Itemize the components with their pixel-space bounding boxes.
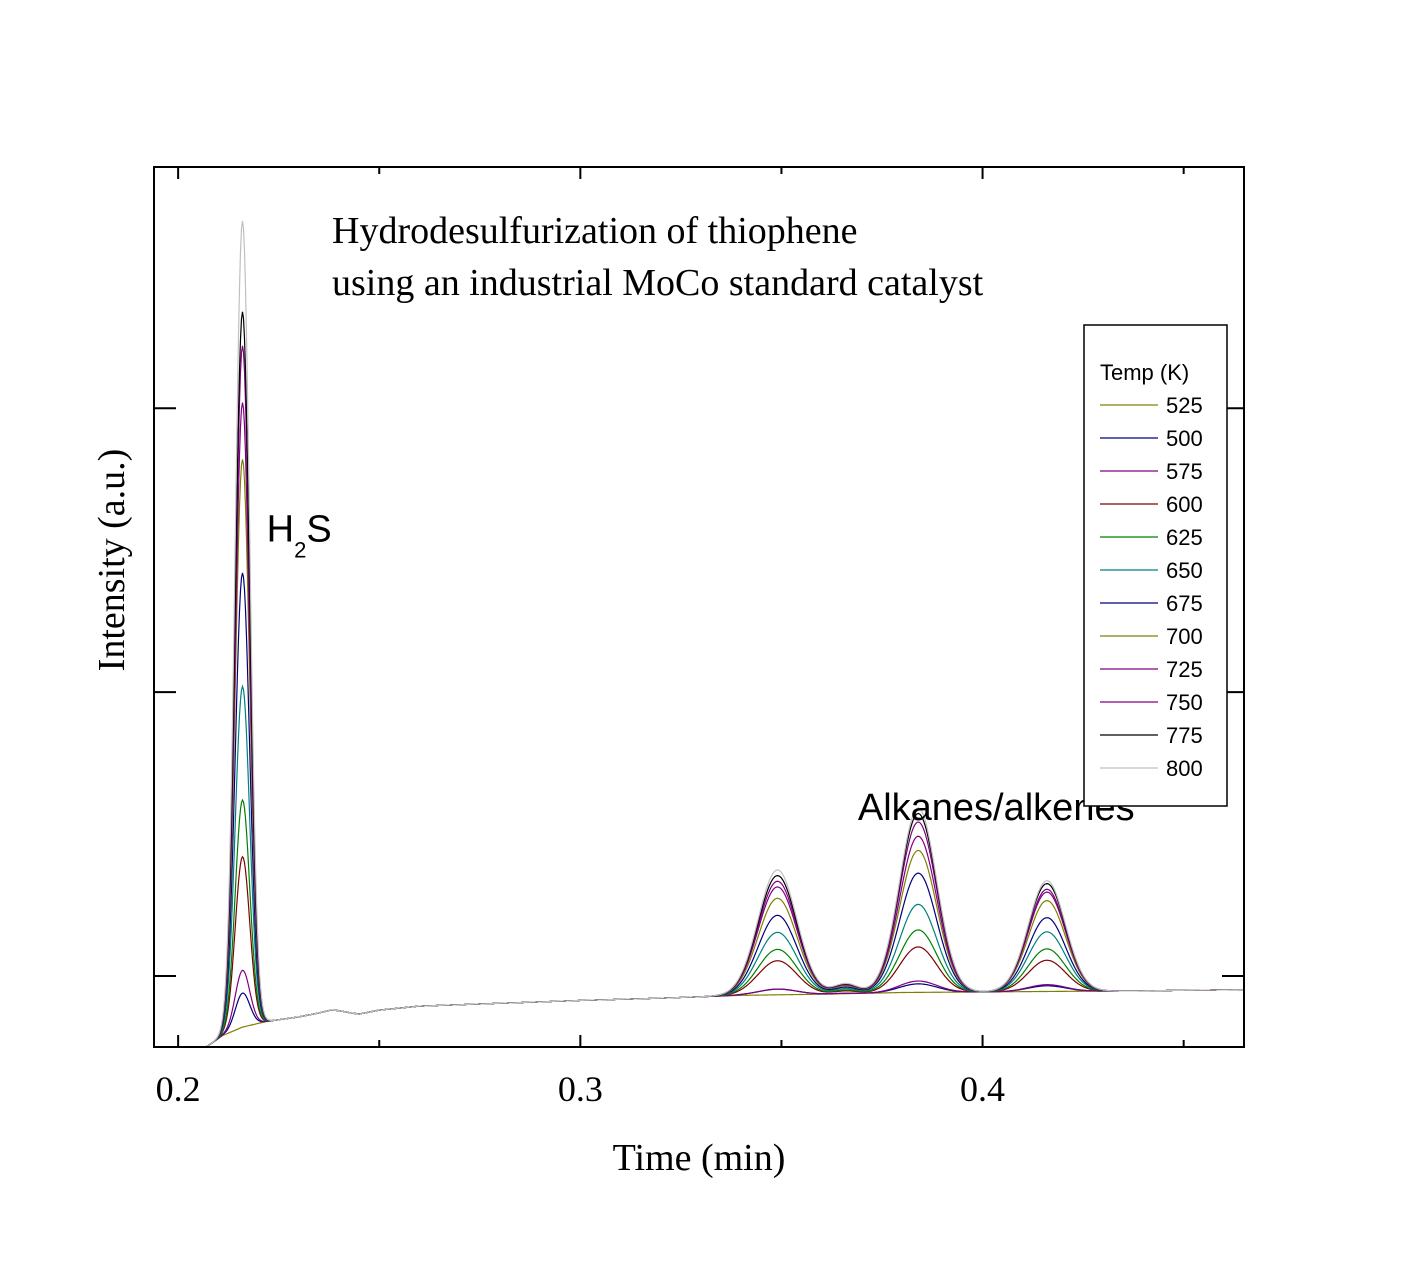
ticks-layer: 0.2 0.3 0.4 <box>154 167 1244 1109</box>
annotation-h2s: H2S <box>267 509 332 563</box>
legend-title: Temp (K) <box>1100 360 1189 385</box>
series-line-800 <box>178 220 1245 1048</box>
annotation-h2s-h: H <box>267 509 294 551</box>
x-tick-label: 0.4 <box>960 1069 1005 1109</box>
annotation-h2s-s: S <box>306 509 331 551</box>
legend-label-800: 800 <box>1166 756 1203 781</box>
legend-label-675: 675 <box>1166 591 1203 616</box>
series-line-525 <box>178 989 1245 1048</box>
x-tick-label: 0.2 <box>156 1069 201 1109</box>
legend-label-700: 700 <box>1166 624 1203 649</box>
legend-label-725: 725 <box>1166 657 1203 682</box>
legend-items: 525 500 575 600 625 650 675 700 725 750 775 800 <box>1100 393 1203 781</box>
x-axis-label: Time (min) <box>613 1137 786 1179</box>
legend-label-525: 525 <box>1166 393 1203 418</box>
legend-label-750: 750 <box>1166 690 1203 715</box>
chart-title-line-1: Hydrodesulfurization of thiophene <box>332 210 858 252</box>
legend-label-775: 775 <box>1166 723 1203 748</box>
legend-label-625: 625 <box>1166 525 1203 550</box>
annotation-h2s-subscript: 2 <box>294 538 306 563</box>
legend-label-600: 600 <box>1166 492 1203 517</box>
series-line-600 <box>178 855 1245 1048</box>
legend-label-650: 650 <box>1166 558 1203 583</box>
legend-box <box>1083 324 1228 807</box>
y-axis-label: Intensity (a.u.) <box>91 449 133 672</box>
series-line-625 <box>178 798 1245 1048</box>
chart-title-line-2: using an industrial MoCo standard cataly… <box>332 262 984 304</box>
legend-label-575: 575 <box>1166 459 1203 484</box>
legend: Temp (K) 525 500 575 600 625 650 675 700 725 750 7… <box>1083 324 1228 807</box>
plot-frame <box>153 166 1245 1048</box>
legend-label-500: 500 <box>1166 426 1203 451</box>
series-line-500 <box>178 983 1245 1048</box>
x-tick-label: 0.3 <box>558 1069 603 1109</box>
series-layer <box>178 220 1245 1048</box>
